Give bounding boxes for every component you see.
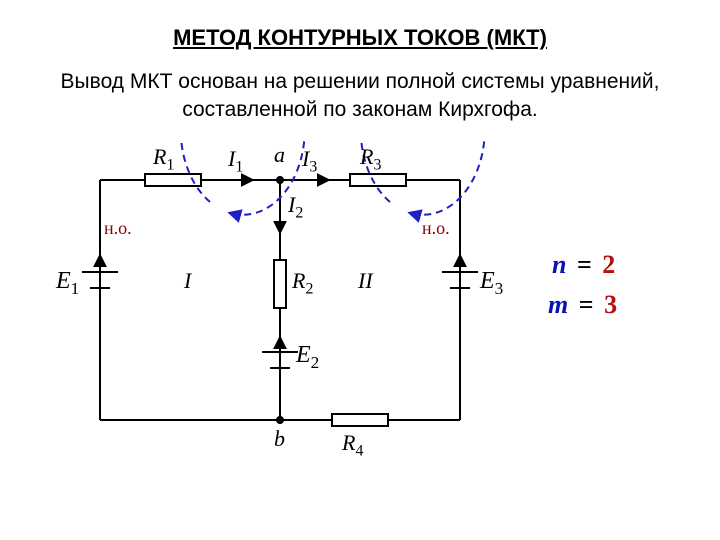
label-no-right: н.о. <box>422 218 450 239</box>
label-R3: R3 <box>360 144 381 174</box>
label-R1: R1 <box>153 144 174 174</box>
label-no-left: н.о. <box>104 218 132 239</box>
label-loop-II: II <box>358 268 373 294</box>
circuit-diagram: R1 I1 a I3 R3 I2 н.о. н.о. I R2 II E1 E3… <box>40 140 500 480</box>
loop-currents <box>181 140 485 215</box>
eq-m: m = 3 <box>548 290 617 320</box>
eq-n: n = 2 <box>552 250 615 280</box>
page-title: МЕТОД КОНТУРНЫХ ТОКОВ (МКТ) <box>0 25 720 51</box>
label-I3: I3 <box>302 146 317 176</box>
label-E3: E3 <box>480 268 503 299</box>
circuit-svg <box>40 140 500 480</box>
page-subtitle: Вывод МКТ основан на решении полной сист… <box>0 68 720 125</box>
label-node-a: a <box>274 142 285 168</box>
label-node-b: b <box>274 426 285 452</box>
label-R2: R2 <box>292 268 313 298</box>
label-loop-I: I <box>184 268 191 294</box>
label-R4: R4 <box>342 430 363 460</box>
label-I2: I2 <box>288 192 303 222</box>
label-E1: E1 <box>56 268 79 299</box>
current-arrows <box>222 180 328 232</box>
label-E2: E2 <box>296 342 319 373</box>
label-I1: I1 <box>228 146 243 176</box>
